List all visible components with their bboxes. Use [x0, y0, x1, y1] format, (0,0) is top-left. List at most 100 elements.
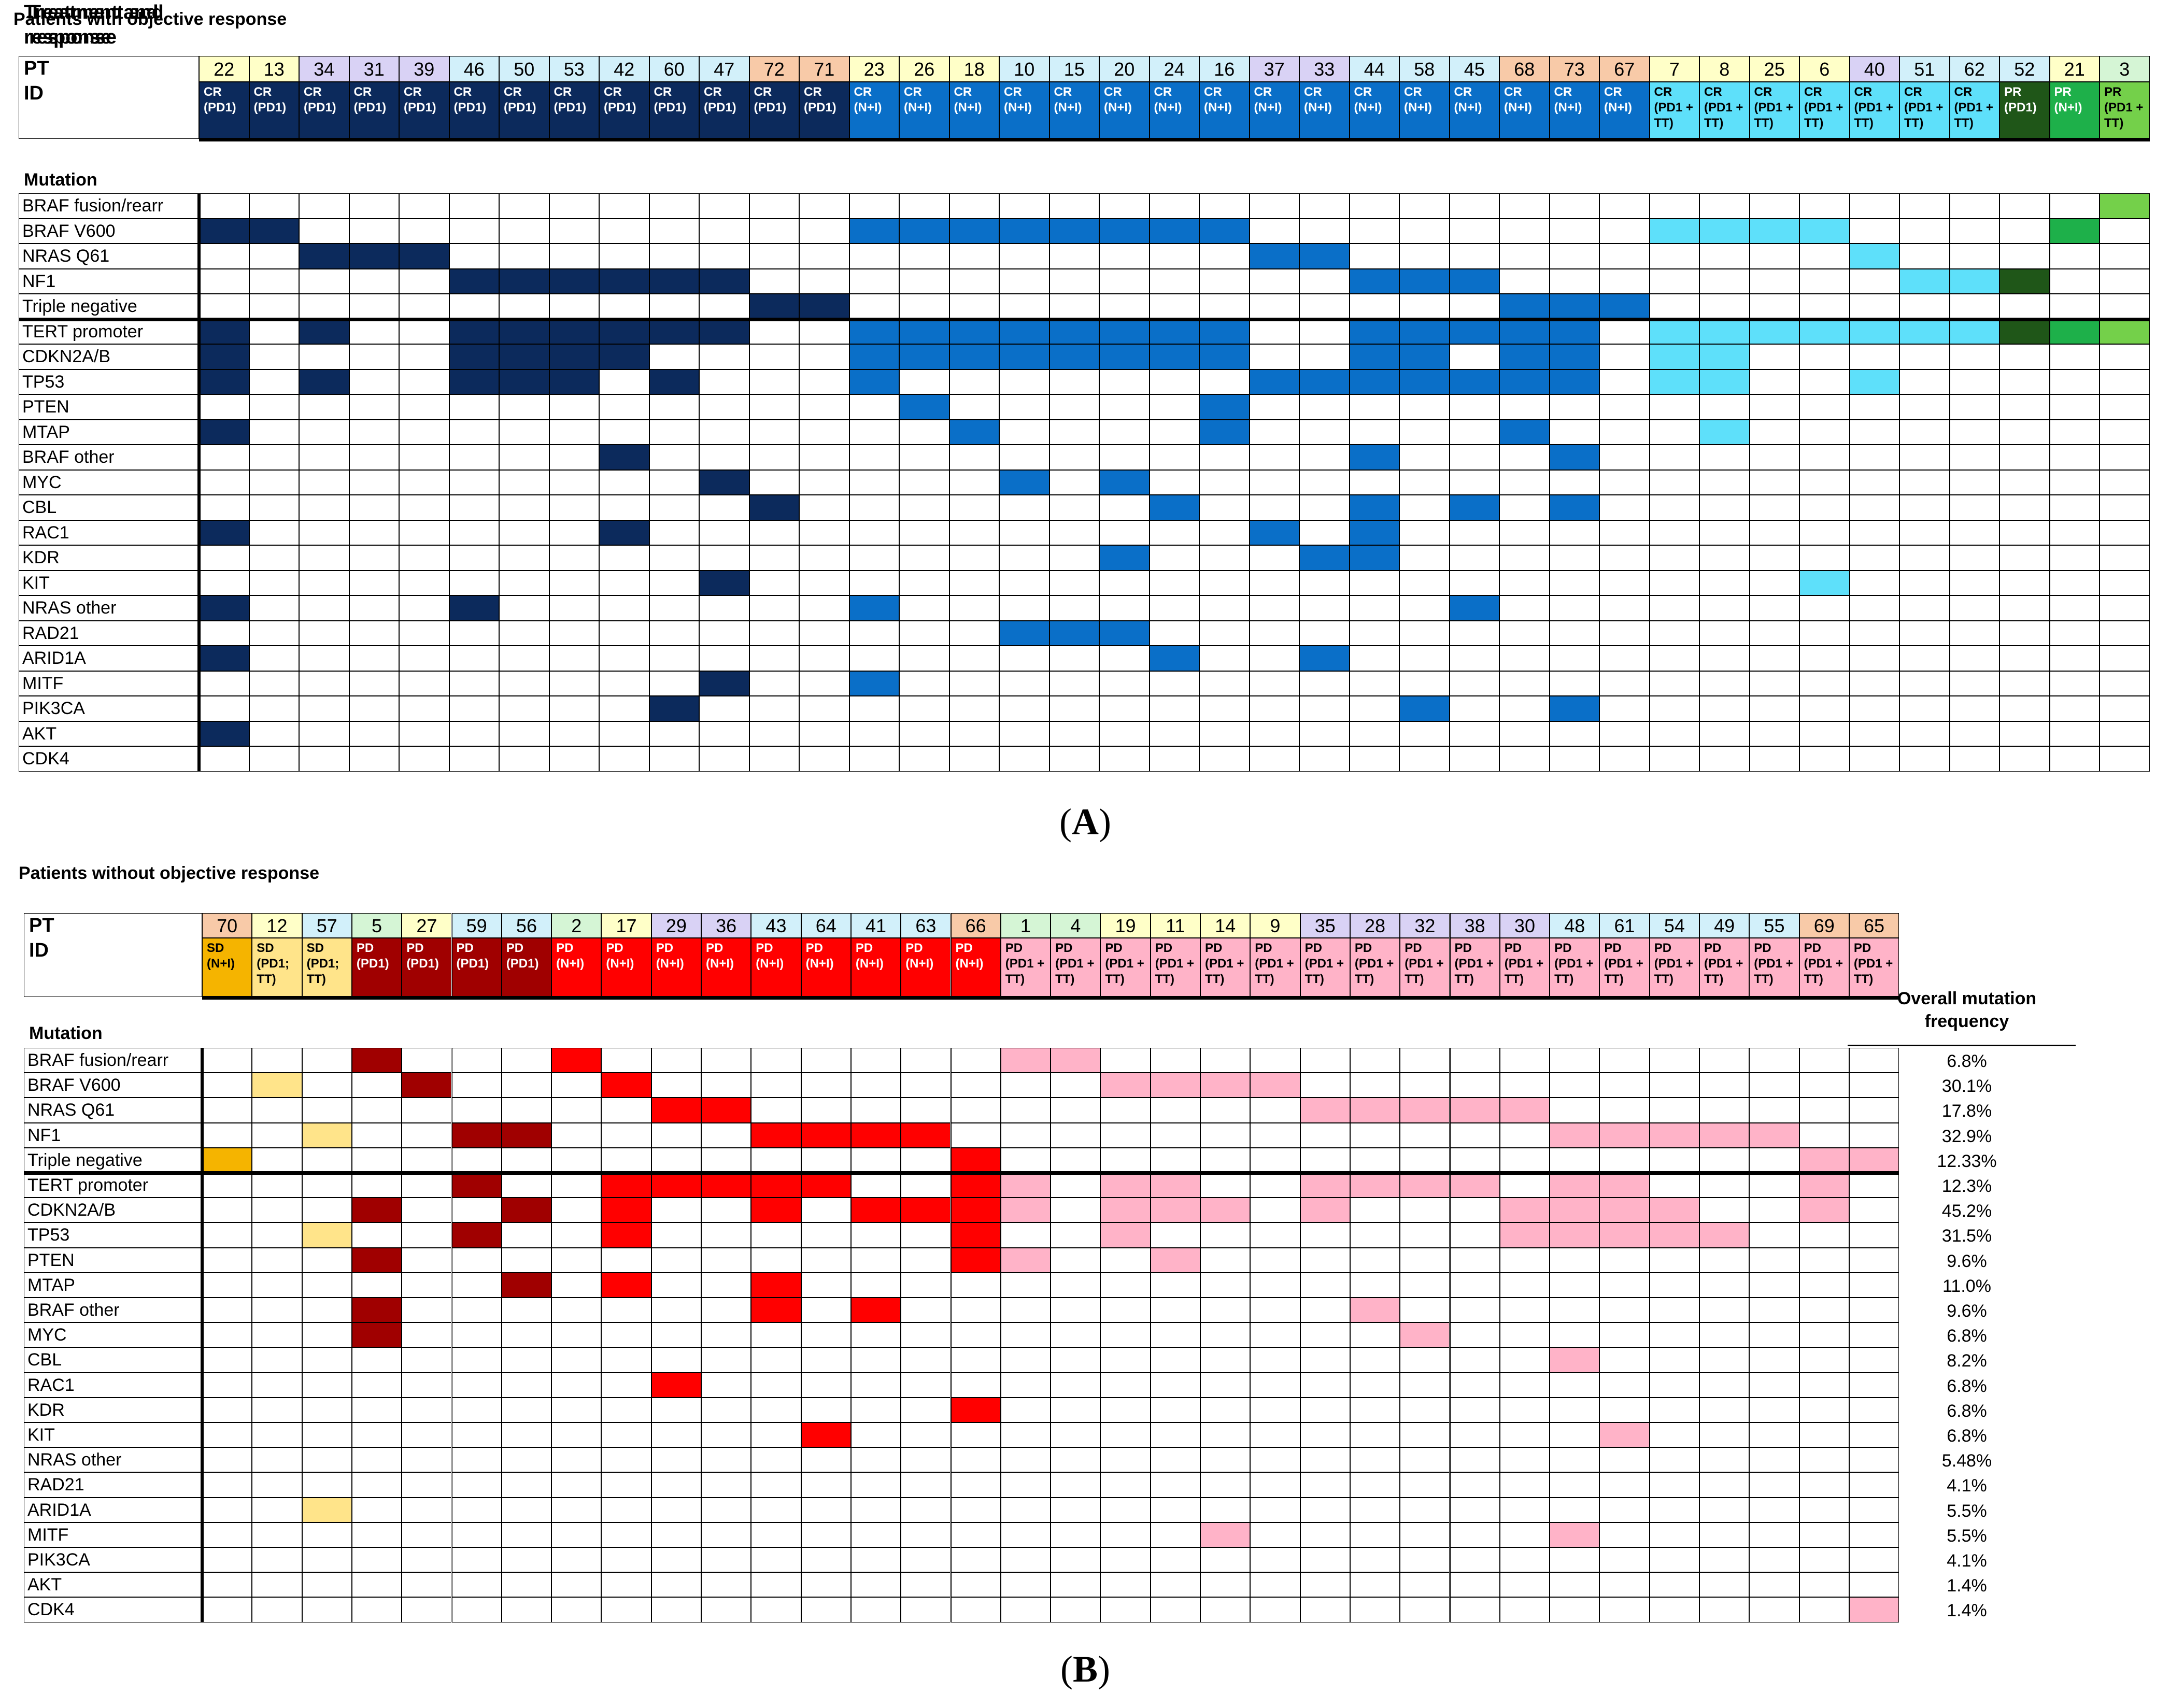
- panelA-cell-21-21: [1249, 721, 1299, 746]
- panelA-cell-16-13: [849, 595, 899, 621]
- panelA-cell-2-35: [1949, 244, 1999, 269]
- panelB-cell-12-14: [901, 1347, 951, 1373]
- panelA-pt-id-8: 42: [599, 56, 649, 82]
- panelB-cell-3-3: [351, 1122, 402, 1148]
- panelA-cell-12-36: [1999, 495, 2050, 520]
- panelB-cell-9-1: [252, 1272, 302, 1298]
- panelB-cell-21-33: [1849, 1572, 1899, 1598]
- panelB-cell-17-28: [1599, 1472, 1650, 1498]
- panelB-freq-15: 6.8%: [1947, 1426, 1987, 1446]
- panelB-cell-7-28: [1599, 1222, 1650, 1248]
- panelA-cell-22-27: [1549, 746, 1599, 772]
- panelA-cell-2-33: [1849, 244, 1899, 269]
- panelA-cell-18-24: [1399, 646, 1450, 671]
- panelB-cell-16-20: [1200, 1447, 1251, 1473]
- panelB-cell-13-29: [1649, 1372, 1699, 1398]
- panelA-cell-17-11: [749, 620, 799, 646]
- panelA-cell-10-37: [2049, 445, 2100, 470]
- panelB-cell-16-4: [402, 1447, 452, 1473]
- panelB-cell-4-13: [850, 1147, 901, 1173]
- panelA-cell-11-3: [349, 469, 399, 495]
- panelA-cell-17-30: [1699, 620, 1750, 646]
- panelB-cell-16-21: [1250, 1447, 1300, 1473]
- panelA-treatment-37: PR (N+I): [2049, 82, 2100, 139]
- panelA-cell-8-23: [1349, 394, 1399, 420]
- panelB-cell-12-23: [1350, 1347, 1400, 1373]
- panelA-cell-22-20: [1199, 746, 1250, 772]
- panelA-cell-18-23: [1349, 646, 1399, 671]
- panelB-freq-20: 4.1%: [1947, 1551, 1987, 1571]
- panelA-cell-20-30: [1699, 696, 1750, 721]
- panelA-cell-0-25: [1449, 193, 1499, 219]
- panelA-cell-7-14: [899, 369, 949, 394]
- panelA-cell-18-12: [799, 646, 849, 671]
- panelA-cell-18-25: [1449, 646, 1499, 671]
- panelA-cell-4-7: [549, 294, 599, 319]
- panelA-cell-6-37: [2049, 344, 2100, 369]
- panelA-cell-6-18: [1099, 344, 1150, 369]
- panelA-cell-4-1: [249, 294, 299, 319]
- panelA-cell-15-20: [1199, 570, 1250, 595]
- panelB-cell-7-25: [1450, 1222, 1500, 1248]
- panelA-cell-10-21: [1249, 445, 1299, 470]
- panelB-cell-8-10: [701, 1247, 751, 1273]
- panelA-cell-21-22: [1299, 721, 1350, 746]
- panelB-cell-8-4: [402, 1247, 452, 1273]
- panelA-cell-12-11: [749, 495, 799, 520]
- panelA-cell-6-3: [349, 344, 399, 369]
- panelB-cell-4-0: [202, 1147, 252, 1173]
- panelB-cell-19-23: [1350, 1522, 1400, 1547]
- panelB-cell-15-7: [551, 1422, 602, 1448]
- panelB-cell-19-33: [1849, 1522, 1899, 1547]
- panelB-cell-16-11: [751, 1447, 801, 1473]
- panelA-cell-5-10: [699, 319, 749, 344]
- panelB-pt-id-27: 48: [1550, 913, 1600, 938]
- panelB-treatment-31: PD (PD1 + TT): [1749, 938, 1799, 997]
- panelA-cell-4-2: [299, 294, 349, 319]
- panelB-cell-2-32: [1799, 1098, 1849, 1123]
- panelB-cell-18-31: [1749, 1497, 1799, 1522]
- panelA-cell-7-25: [1449, 369, 1499, 394]
- panelB-cell-18-13: [850, 1497, 901, 1522]
- panelB-cell-12-6: [501, 1347, 552, 1373]
- panelB-treatment-2: SD (PD1; TT): [302, 938, 352, 997]
- panelB-cell-9-11: [751, 1272, 801, 1298]
- panelB-cell-11-29: [1649, 1322, 1699, 1348]
- panelB-cell-14-26: [1499, 1397, 1550, 1422]
- panelA-cell-2-36: [1999, 244, 2050, 269]
- panelB-cell-16-6: [501, 1447, 552, 1473]
- panelB-cell-2-0: [202, 1098, 252, 1123]
- panelA-cell-5-21: [1249, 319, 1299, 344]
- panelA-cell-5-8: [599, 319, 649, 344]
- panelA-cell-17-35: [1949, 620, 1999, 646]
- panelA-treatment-12: CR (PD1): [799, 82, 849, 139]
- panelB-treatment-15: PD (N+I): [951, 938, 1001, 997]
- panelB-cell-15-31: [1749, 1422, 1799, 1448]
- panelA-cell-4-12: [799, 294, 849, 319]
- panelB-cell-20-0: [202, 1547, 252, 1573]
- panelB-cell-7-18: [1100, 1222, 1151, 1248]
- panelA-cell-9-33: [1849, 419, 1899, 445]
- panelB-cell-17-22: [1300, 1472, 1350, 1498]
- panelB-cell-16-0: [202, 1447, 252, 1473]
- panelA-treatment-15: CR (N+I): [949, 82, 999, 139]
- panelA-cell-20-22: [1299, 696, 1350, 721]
- panelA-cell-15-38: [2100, 570, 2150, 595]
- panelA-cell-7-35: [1949, 369, 1999, 394]
- panelB-cell-5-1: [252, 1173, 302, 1198]
- panelA-cell-19-37: [2049, 671, 2100, 696]
- panelB-cell-11-17: [1051, 1322, 1101, 1348]
- panelA-cell-21-38: [2100, 721, 2150, 746]
- panelA-cell-19-17: [1049, 671, 1099, 696]
- panelB-cell-8-18: [1100, 1247, 1151, 1273]
- panelA-cell-16-19: [1149, 595, 1199, 621]
- panelA-cell-4-18: [1099, 294, 1150, 319]
- panelA-cell-1-10: [699, 218, 749, 244]
- panelA-cell-13-37: [2049, 520, 2100, 545]
- panelA-cell-1-17: [1049, 218, 1099, 244]
- panelA-cell-8-24: [1399, 394, 1450, 420]
- panelA-cell-22-32: [1799, 746, 1850, 772]
- panelB-cell-1-21: [1250, 1073, 1300, 1098]
- panelA-cell-16-16: [999, 595, 1049, 621]
- panelB-cell-16-7: [551, 1447, 602, 1473]
